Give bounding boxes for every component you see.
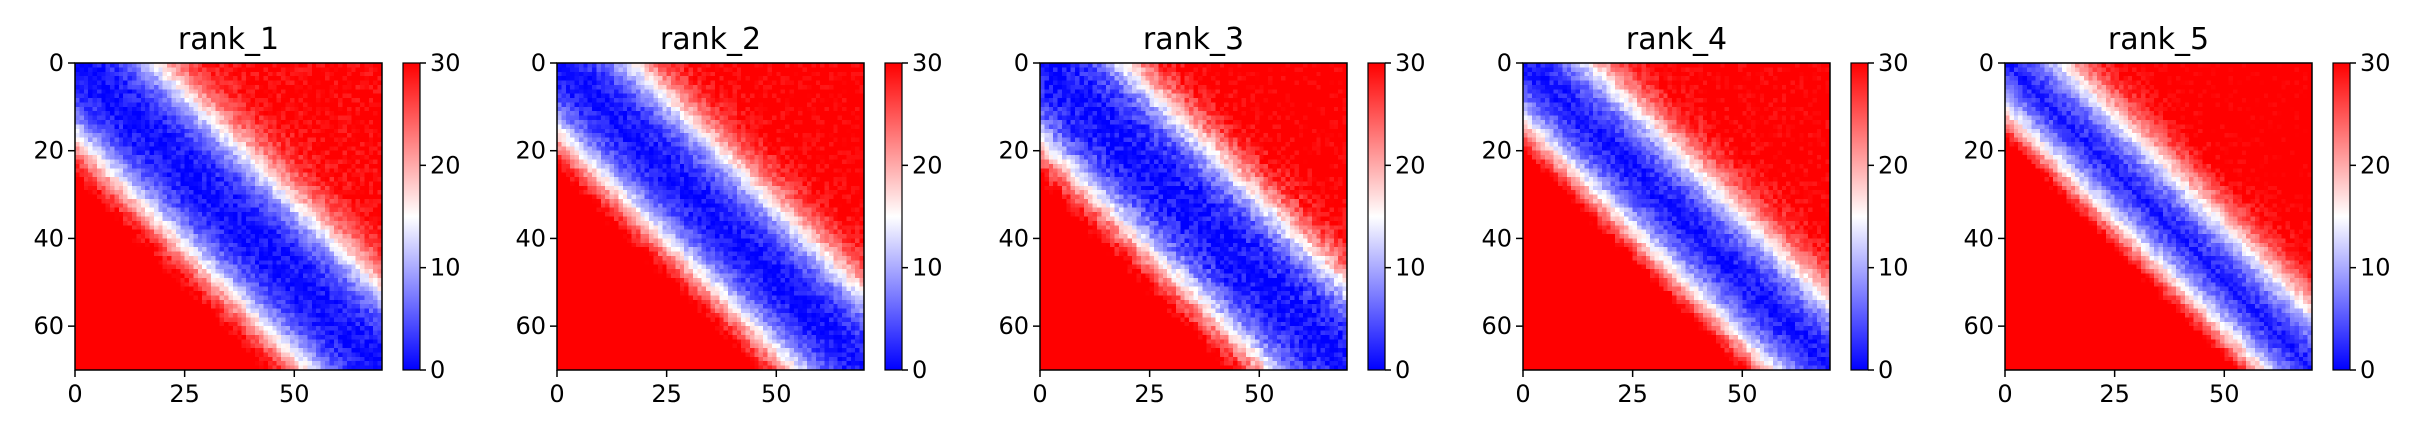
colorbar-tick-label: 30 [2360, 49, 2391, 77]
colorbar-tick-label: 30 [430, 49, 461, 77]
plot-frame [556, 62, 865, 371]
colorbar-frame [884, 62, 903, 371]
colorbar-tick-label: 20 [2360, 151, 2391, 179]
x-tick-label: 0 [549, 380, 564, 408]
x-tick-label: 50 [279, 380, 310, 408]
x-tick-label: 25 [1134, 380, 1165, 408]
y-tick-label: 40 [33, 224, 64, 252]
y-tick-label: 40 [998, 224, 1029, 252]
panel-3: rank_3 0 25 50 0 20 40 60 0 10 20 30 [998, 22, 1425, 408]
x-tick-label: 50 [1244, 380, 1275, 408]
x-tick-label: 25 [651, 380, 682, 408]
colorbar-tick-label: 20 [1395, 151, 1426, 179]
y-tick-label: 20 [1963, 137, 1994, 165]
colorbar-tick-label: 20 [912, 151, 943, 179]
colorbar [403, 63, 420, 370]
y-tick-label: 0 [1014, 49, 1029, 77]
panel-1: rank_1 0 25 50 0 20 40 60 0 10 20 30 [33, 22, 460, 408]
colorbar-tick-label: 30 [1395, 49, 1426, 77]
colorbar-tick-label: 10 [912, 254, 943, 282]
colorbar-frame [1367, 62, 1386, 371]
panel-4: rank_4 0 25 50 0 20 40 60 0 10 20 30 [1481, 22, 1908, 408]
x-tick-label: 25 [169, 380, 200, 408]
y-tick-label: 20 [1481, 137, 1512, 165]
colorbar-tick-label: 0 [912, 356, 927, 384]
panel-title: rank_1 [178, 22, 279, 57]
colorbar-tick-label: 20 [430, 151, 461, 179]
y-tick-label: 40 [1963, 224, 1994, 252]
y-tick-label: 40 [515, 224, 546, 252]
colorbar-tick-label: 30 [1878, 49, 1909, 77]
colorbar [1368, 63, 1385, 370]
x-tick-label: 0 [67, 380, 82, 408]
plot-frame [2004, 62, 2313, 371]
plot-frame [74, 62, 383, 371]
x-tick-label: 25 [2099, 380, 2130, 408]
heatmap-image [1523, 63, 1830, 370]
colorbar-frame [1850, 62, 1869, 371]
heatmap-image [557, 63, 864, 370]
heatmap-image [1040, 63, 1347, 370]
colorbar [885, 63, 902, 370]
y-tick-label: 0 [531, 49, 546, 77]
colorbar-tick-label: 20 [1878, 151, 1909, 179]
y-tick-label: 0 [1979, 49, 1994, 77]
colorbar-tick-label: 0 [1395, 356, 1410, 384]
panel-2: rank_2 0 25 50 0 20 40 60 0 10 20 30 [515, 22, 942, 408]
y-tick-label: 60 [33, 312, 64, 340]
panel-title: rank_4 [1626, 22, 1727, 57]
colorbar-tick-label: 10 [1878, 254, 1909, 282]
x-tick-label: 50 [761, 380, 792, 408]
colorbar-tick-label: 10 [2360, 254, 2391, 282]
colorbar-tick-label: 10 [430, 254, 461, 282]
y-tick-label: 60 [515, 312, 546, 340]
x-tick-label: 50 [2209, 380, 2240, 408]
y-tick-label: 40 [1481, 224, 1512, 252]
heatmap-image [2005, 63, 2312, 370]
colorbar-frame [2332, 62, 2351, 371]
colorbar-frame [402, 62, 421, 371]
heatmap-image [75, 63, 382, 370]
x-tick-label: 0 [1032, 380, 1047, 408]
y-tick-label: 0 [49, 49, 64, 77]
x-tick-label: 0 [1997, 380, 2012, 408]
colorbar-tick-label: 0 [430, 356, 445, 384]
y-tick-label: 20 [515, 137, 546, 165]
plot-frame [1522, 62, 1831, 371]
colorbar [2333, 63, 2350, 370]
colorbar-tick-label: 30 [912, 49, 943, 77]
colorbar [1851, 63, 1868, 370]
panel-title: rank_5 [2108, 22, 2209, 57]
panel-5: rank_5 0 25 50 0 20 40 60 0 10 20 30 [1963, 22, 2390, 408]
panel-title: rank_2 [660, 22, 761, 57]
colorbar-tick-label: 0 [2360, 356, 2375, 384]
colorbar-tick-label: 10 [1395, 254, 1426, 282]
x-tick-label: 25 [1617, 380, 1648, 408]
x-tick-label: 50 [1727, 380, 1758, 408]
panel-title: rank_3 [1143, 22, 1244, 57]
y-tick-label: 60 [1963, 312, 1994, 340]
y-tick-label: 60 [998, 312, 1029, 340]
colorbar-tick-label: 0 [1878, 356, 1893, 384]
plot-frame [1039, 62, 1348, 371]
y-tick-label: 0 [1497, 49, 1512, 77]
y-tick-label: 20 [33, 137, 64, 165]
y-tick-label: 60 [1481, 312, 1512, 340]
y-tick-label: 20 [998, 137, 1029, 165]
x-tick-label: 0 [1515, 380, 1530, 408]
